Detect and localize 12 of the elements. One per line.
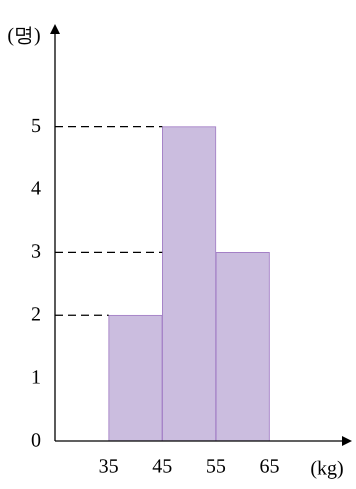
y-tick-label: 0 [31, 429, 41, 452]
y-tick-label: 3 [31, 240, 41, 263]
y-axis-title: (명) [7, 24, 41, 46]
x-tick-label: 35 [98, 455, 119, 478]
y-tick-label: 1 [31, 366, 41, 388]
x-tick-label: 55 [206, 455, 226, 478]
x-tick-label: 45 [152, 455, 172, 478]
y-tick-label: 5 [31, 114, 41, 137]
y-tick-label: 4 [31, 178, 41, 200]
x-axis-title: (kg) [310, 457, 344, 480]
x-tick-label: 65 [260, 455, 280, 478]
y-tick-label: 2 [31, 303, 41, 326]
